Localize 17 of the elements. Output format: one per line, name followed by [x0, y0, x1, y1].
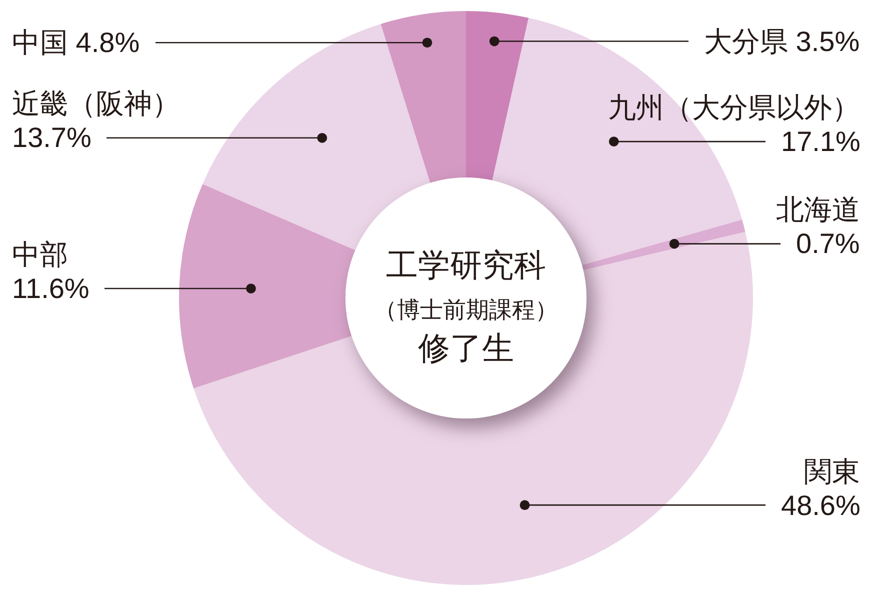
donut-slice — [380, 11, 466, 183]
donut-slice — [582, 220, 746, 270]
data-label: 17.1% — [781, 126, 860, 157]
donut-slice — [202, 24, 430, 250]
slice-label: 中部 — [12, 239, 68, 270]
data-label: 11.6% — [12, 273, 90, 304]
donut-slice — [179, 184, 356, 388]
slice-label: 関東 — [804, 456, 860, 487]
slice-label: 九州（大分県以外） — [608, 92, 860, 123]
slice-label: 大分県 3.5% — [704, 26, 860, 57]
donut-slice — [466, 11, 529, 180]
data-label: 13.7% — [12, 122, 92, 153]
data-label: 48.6% — [781, 490, 860, 521]
slice-label: 北海道 — [776, 194, 860, 225]
slice-label: 近畿（阪神） — [12, 88, 180, 119]
slice-label: 中国 4.8% — [12, 27, 140, 58]
data-label: 0.7% — [796, 228, 860, 259]
